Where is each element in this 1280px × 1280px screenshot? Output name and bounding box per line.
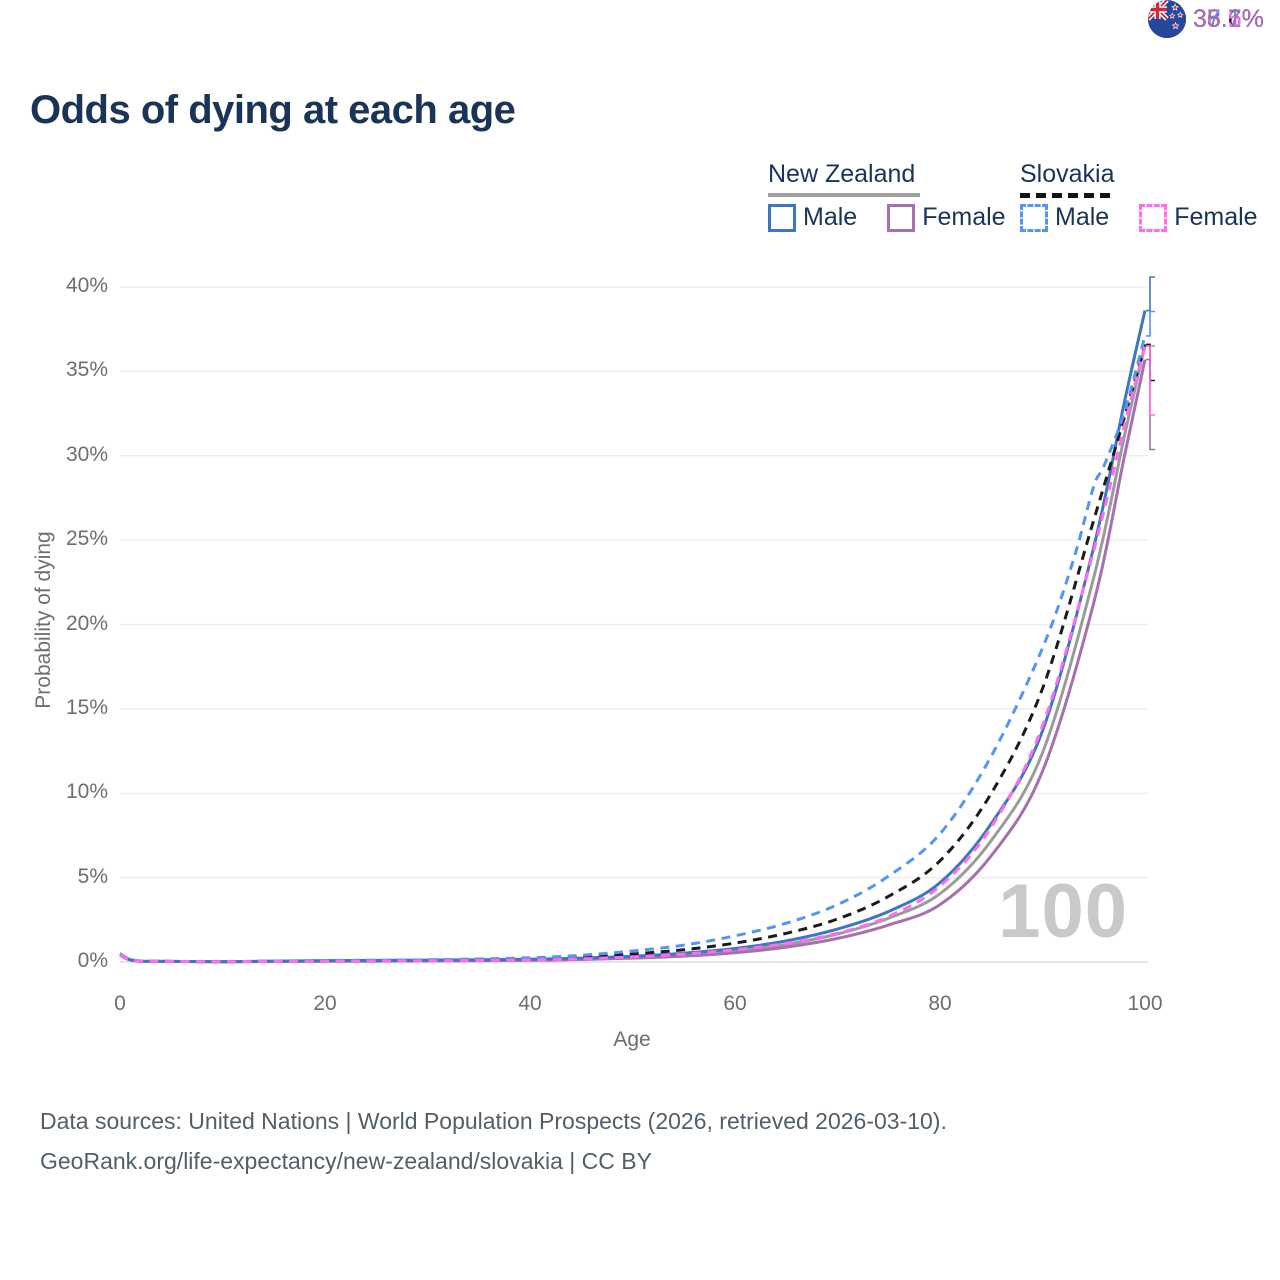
end-label-value: 36.6% (1193, 4, 1264, 33)
end-label-sk-both: 36.6% (1148, 0, 1264, 38)
sk-female-swatch-icon (1139, 203, 1168, 232)
y-tick-label: 10% (65, 780, 108, 804)
legend-item-label: Female (922, 203, 1006, 231)
end-label-nz-both: 36.6% (1148, 0, 1264, 38)
legend-title-slovakia: Slovakia (1020, 160, 1115, 188)
legend-title-new-zealand: New Zealand (768, 160, 916, 188)
y-tick-label: 5% (77, 864, 108, 888)
source-url-text: GeoRank.org/life-expectancy/new-zealand/… (40, 1148, 652, 1174)
x-tick-label: 0 (114, 992, 126, 1015)
series-line (119, 359, 1147, 964)
end-label-value: 35.7% (1193, 4, 1264, 33)
nz-male-swatch-icon (768, 203, 796, 232)
legend-item-label: Male (803, 203, 858, 231)
y-tick-label: 0% (77, 949, 108, 972)
y-tick-label: 20% (65, 611, 108, 635)
end-label-nz-female: 35.7% (1148, 0, 1264, 38)
x-tick-label: 60 (723, 992, 747, 1015)
x-tick-label: 80 (928, 992, 952, 1015)
nz-female-swatch-icon (887, 203, 916, 232)
legend-item-label: Male (1055, 203, 1110, 231)
x-axis-title: Age (613, 1028, 651, 1051)
y-tick-label: 40% (65, 274, 108, 297)
x-tick-label: 40 (518, 992, 542, 1015)
series-line (119, 335, 1147, 964)
end-label-value: 36.6% (1193, 4, 1264, 33)
series-line (119, 344, 1147, 964)
end-label-connector (1146, 310, 1155, 337)
legend-item-sk-male[interactable]: Male (1020, 203, 1109, 232)
sk-male-swatch-icon (1020, 203, 1048, 232)
end-label-sk-female: 36.5% (1148, 0, 1264, 38)
new-zealand-flag-icon (1148, 0, 1186, 38)
end-label-value: 36.5% (1193, 4, 1264, 33)
legend-group-slovakia: Slovakia (1020, 160, 1115, 198)
legend-item-label: Female (1174, 203, 1258, 231)
page-title: Odds of dying at each age (30, 88, 516, 132)
new-zealand-solid-line-swatch (768, 193, 920, 197)
age-watermark: 100 (998, 869, 1128, 954)
series-line (119, 310, 1147, 964)
legend-item-nz-female[interactable]: Female (887, 203, 1006, 232)
y-tick-label: 35% (65, 358, 108, 382)
y-tick-label: 25% (65, 527, 108, 551)
y-tick-label: 15% (65, 695, 108, 719)
end-label-connector (1146, 276, 1155, 312)
end-label-connector (1146, 345, 1155, 416)
end-label-sk-male: 37.1% (1148, 0, 1264, 38)
data-sources-text: Data sources: United Nations | World Pop… (40, 1108, 947, 1134)
end-label-value: 37.1% (1193, 4, 1264, 33)
x-tick-label: 20 (313, 992, 337, 1015)
slovakia-dashed-line-swatch (1020, 193, 1114, 198)
x-tick-label: 100 (1127, 992, 1163, 1015)
y-tick-label: 30% (65, 442, 108, 466)
end-label-value: 38.6% (1193, 4, 1264, 33)
legend-item-nz-male[interactable]: Male (768, 203, 857, 232)
legend-item-sk-female[interactable]: Female (1139, 203, 1258, 232)
end-label-nz-male: 38.6% (1148, 0, 1264, 38)
legend-group-new-zealand: New Zealand (768, 160, 920, 197)
series-line (119, 345, 1147, 964)
series-line (119, 343, 1147, 964)
